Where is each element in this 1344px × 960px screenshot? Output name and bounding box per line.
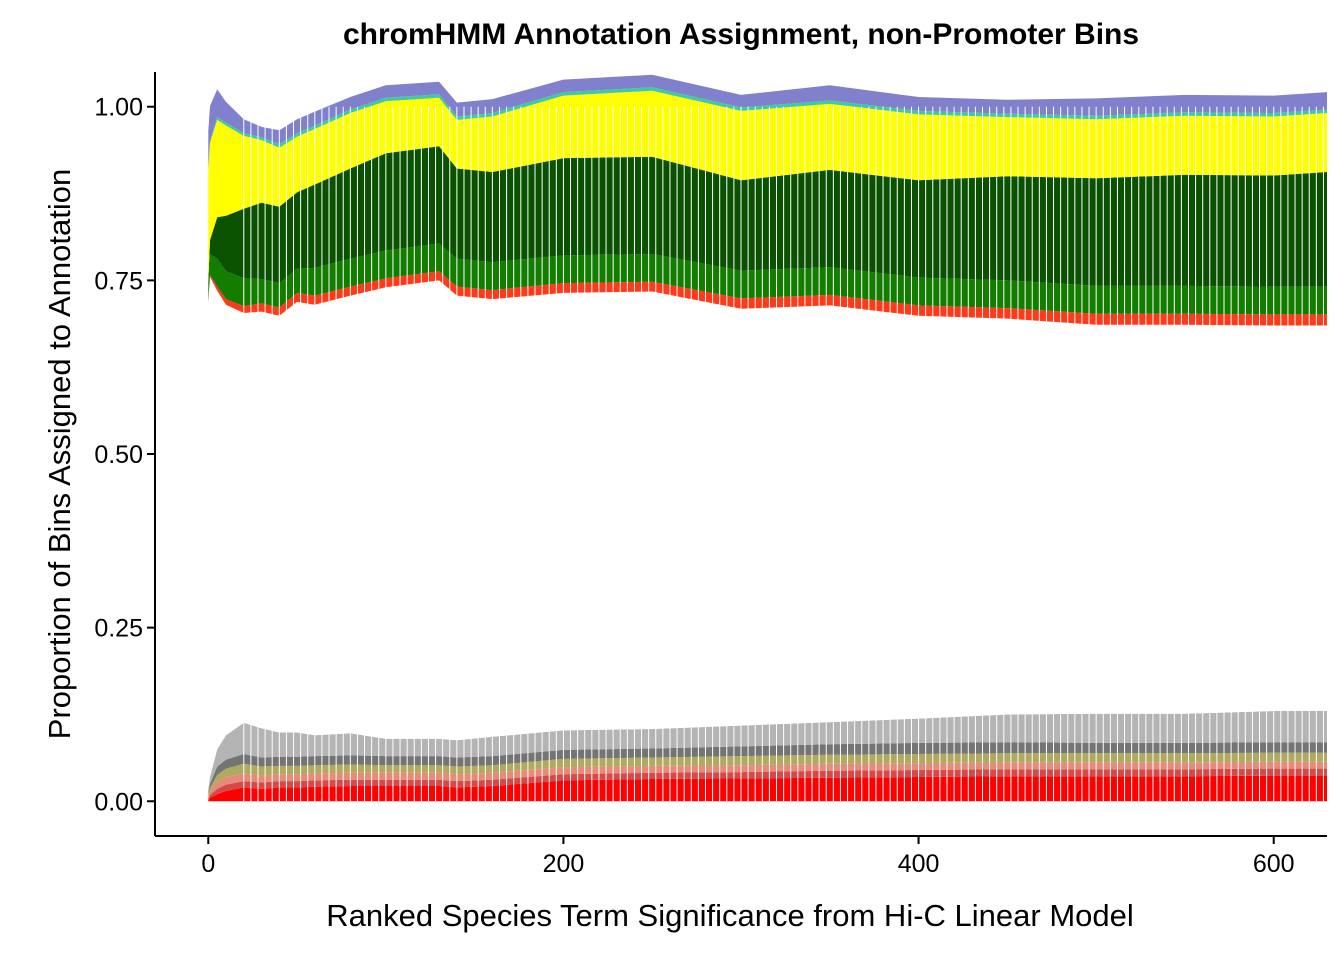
area-series-4 <box>208 742 1327 795</box>
x-tick-label: 600 <box>1253 850 1295 878</box>
area-series-0 <box>208 775 1327 802</box>
area-series-5 <box>208 711 1327 793</box>
area-series-2 <box>208 761 1327 799</box>
x-axis-label: Ranked Species Term Significance from Hi… <box>326 898 1134 933</box>
area-series-3 <box>208 752 1327 797</box>
x-tick-label: 0 <box>201 850 215 878</box>
area-series-1 <box>208 768 1327 800</box>
area-series-7 <box>208 271 1327 326</box>
area-series-6 <box>208 276 1327 789</box>
axes: 0.00 0.25 0.50 0.75 1.00 0 200 400 600 <box>94 72 1327 878</box>
y-tick-label: 0.25 <box>94 615 143 643</box>
area-series-12 <box>208 74 1327 168</box>
bar-gaps <box>243 106 1324 802</box>
area-series-10 <box>208 90 1327 281</box>
area-series-9 <box>208 146 1327 288</box>
x-tick-label: 200 <box>543 850 585 878</box>
y-tick-label: 0.75 <box>94 267 143 295</box>
y-axis-label: Proportion of Bins Assigned to Annotatio… <box>42 168 77 740</box>
y-tick-label: 0.50 <box>94 441 143 469</box>
y-tick-label: 1.00 <box>94 94 143 122</box>
chart-title: chromHMM Annotation Assignment, non-Prom… <box>342 18 1140 51</box>
area-series-8 <box>208 243 1327 315</box>
plot-areas <box>208 74 1327 802</box>
y-tick-label: 0.00 <box>94 788 143 816</box>
x-tick-label: 400 <box>898 850 940 878</box>
